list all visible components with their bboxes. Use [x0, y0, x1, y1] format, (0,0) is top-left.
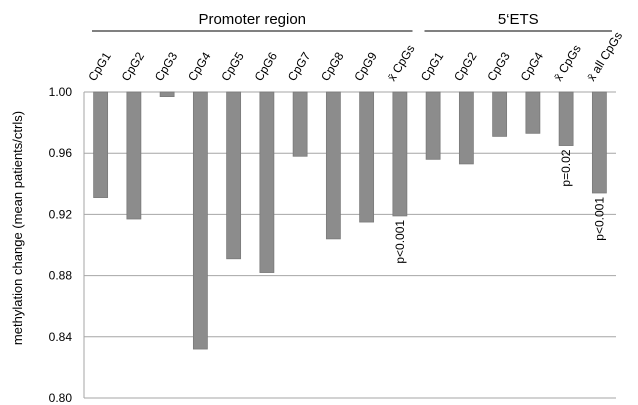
- bar: [292, 91, 308, 157]
- p-value-annotation: p<0.001: [592, 197, 606, 241]
- y-axis-title: methylation change (mean patients/ctrls): [10, 111, 25, 345]
- x-tick-label: CpG6: [252, 49, 281, 83]
- group-label: Promoter region: [198, 11, 306, 28]
- y-tick-label: 0.88: [49, 269, 73, 283]
- x-tick-label: CpG7: [285, 49, 314, 83]
- x-tick-label: CpG9: [351, 49, 380, 83]
- bar: [126, 91, 142, 220]
- y-tick-label: 0.92: [49, 207, 73, 221]
- x-tick-label: x̄ all CpGs: [584, 29, 625, 83]
- bar: [425, 91, 441, 160]
- x-tick-label: CpG1: [418, 49, 447, 83]
- y-tick-label: 0.96: [49, 146, 73, 160]
- x-tick-label: CpG1: [85, 49, 114, 83]
- bar: [325, 91, 341, 240]
- bar: [591, 91, 607, 194]
- bar: [359, 91, 375, 223]
- group-label: 5‘ETS: [498, 11, 539, 28]
- y-tick-label: 0.84: [49, 330, 73, 344]
- bar: [392, 91, 408, 217]
- x-tick-label: CpG3: [484, 49, 513, 83]
- x-tick-label: x̄ CpGs: [551, 42, 584, 83]
- bar: [93, 91, 109, 198]
- x-tick-label: CpG5: [218, 49, 247, 83]
- bar: [259, 91, 275, 273]
- bar: [226, 91, 242, 260]
- bar: [558, 91, 574, 146]
- y-tick-label: 0.80: [49, 391, 73, 405]
- x-tick-label: CpG2: [451, 49, 480, 83]
- x-tick-label: CpG3: [152, 49, 181, 83]
- bar: [492, 91, 508, 137]
- x-tick-label: x̄ CpGs: [385, 42, 418, 83]
- x-tick-label: CpG8: [318, 49, 347, 83]
- x-tick-label: CpG4: [185, 49, 214, 83]
- bar: [192, 91, 208, 350]
- p-value-annotation: p<0.001: [393, 220, 407, 264]
- bar: [525, 91, 541, 134]
- p-value-annotation: p=0.02: [559, 149, 573, 186]
- bar: [458, 91, 474, 165]
- bar: [159, 91, 175, 97]
- x-tick-label: CpG4: [518, 49, 547, 83]
- x-tick-label: CpG2: [119, 49, 148, 83]
- y-tick-label: 1.00: [49, 85, 73, 99]
